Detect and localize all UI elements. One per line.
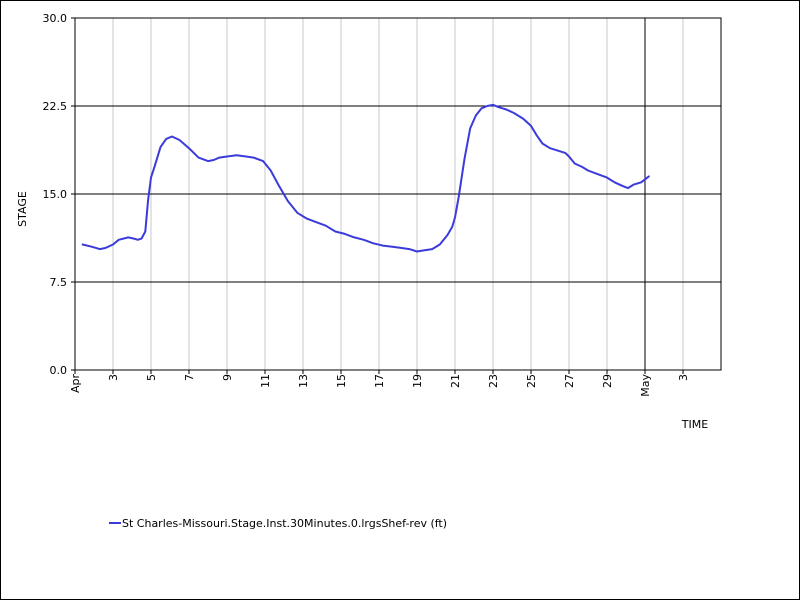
- x-tick-label: 27: [563, 374, 576, 388]
- grid-layer: [75, 18, 721, 370]
- x-tick-label: 29: [601, 374, 614, 388]
- x-tick-label: 17: [373, 374, 386, 388]
- y-axis-label: STAGE: [16, 191, 29, 227]
- y-tick-label: 15.0: [43, 188, 68, 201]
- x-tick-label: 25: [525, 374, 538, 388]
- y-tick-label: 30.0: [43, 12, 68, 25]
- legend: St Charles-Missouri.Stage.Inst.30Minutes…: [109, 517, 447, 530]
- x-tick-label: 19: [411, 374, 424, 388]
- x-tick-label: 11: [259, 374, 272, 388]
- axes-layer: 0.0 7.5 15.0 22.5 30.0 Apr 3 5 7 9 11 13 15 17 19 21 23 2…: [16, 12, 722, 431]
- x-tick-label: 5: [145, 374, 158, 381]
- x-tick-label: 21: [449, 374, 462, 388]
- y-tick-label: 22.5: [43, 100, 68, 113]
- x-tick-label: 7: [183, 374, 196, 381]
- x-tick-label: 3: [107, 374, 120, 381]
- x-tick-label: 23: [487, 374, 500, 388]
- x-tick-label: 3: [677, 374, 690, 381]
- x-tick-label: 13: [297, 374, 310, 388]
- x-tick-label: 9: [221, 374, 234, 381]
- x-tick-label: May: [639, 374, 652, 397]
- series-layer: [81, 103, 650, 253]
- x-tick-label: 15: [335, 374, 348, 388]
- x-tick-label: Apr: [69, 374, 82, 394]
- y-tick-label: 7.5: [50, 276, 68, 289]
- series-line: [81, 103, 650, 253]
- y-tick-label: 0.0: [50, 364, 68, 377]
- x-axis-label: TIME: [681, 418, 708, 431]
- legend-label: St Charles-Missouri.Stage.Inst.30Minutes…: [122, 517, 447, 530]
